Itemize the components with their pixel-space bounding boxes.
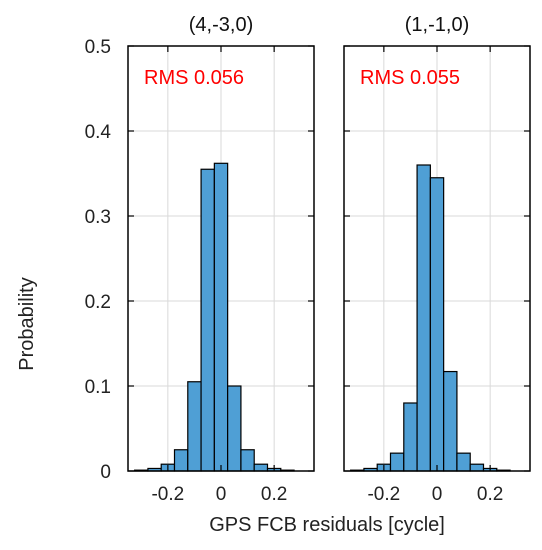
rms-annotation: RMS 0.055 <box>360 67 460 89</box>
y-tick-label: 0.2 <box>85 292 111 313</box>
histogram-bar <box>389 452 405 472</box>
y-tick-label: 0 <box>100 462 111 483</box>
histogram-bar <box>227 385 242 472</box>
y-axis-label: Probability <box>16 277 38 370</box>
histogram-bar <box>469 463 485 472</box>
histogram-bar <box>416 164 431 472</box>
y-tick-label: 0.1 <box>85 377 111 398</box>
histogram-bar <box>187 381 202 472</box>
histogram-bar <box>443 370 458 472</box>
panel-2: -0.2 0 0.2 (1,-1,0) RMS 0.055 <box>343 14 531 505</box>
histogram-bar <box>456 452 471 472</box>
x-tick-label: 0.2 <box>477 484 503 505</box>
x-tick-label: -0.2 <box>151 484 184 505</box>
x-tick-label: 0 <box>216 484 227 505</box>
panel-1: -0.2 0 0.2 0 0.1 0.2 0.3 0.4 0.5 (4,-3,0) RMS 0.05… <box>85 14 315 505</box>
x-axis-label: GPS FCB residuals [cycle] <box>209 514 445 536</box>
histogram-bar <box>429 177 445 472</box>
panel-title: (4,-3,0) <box>189 14 253 36</box>
rms-annotation: RMS 0.056 <box>144 67 244 89</box>
histogram-bar <box>253 463 269 472</box>
x-tick-label: 0 <box>432 484 443 505</box>
y-tick-label: 0.4 <box>85 122 112 143</box>
panel-title: (1,-1,0) <box>405 14 469 36</box>
histogram-bar <box>200 168 215 472</box>
panels-group: -0.2 0 0.2 0 0.1 0.2 0.3 0.4 0.5 (4,-3,0) RMS 0.05… <box>85 14 531 505</box>
y-tick-label: 0.3 <box>85 207 111 228</box>
histogram-bar <box>213 162 229 472</box>
histogram-bar <box>403 402 418 472</box>
histogram-bar <box>240 449 255 472</box>
x-tick-label: 0.2 <box>261 484 287 505</box>
histogram-bar <box>173 449 189 472</box>
x-tick-label: -0.2 <box>367 484 400 505</box>
y-tick-label: 0.5 <box>85 37 111 58</box>
